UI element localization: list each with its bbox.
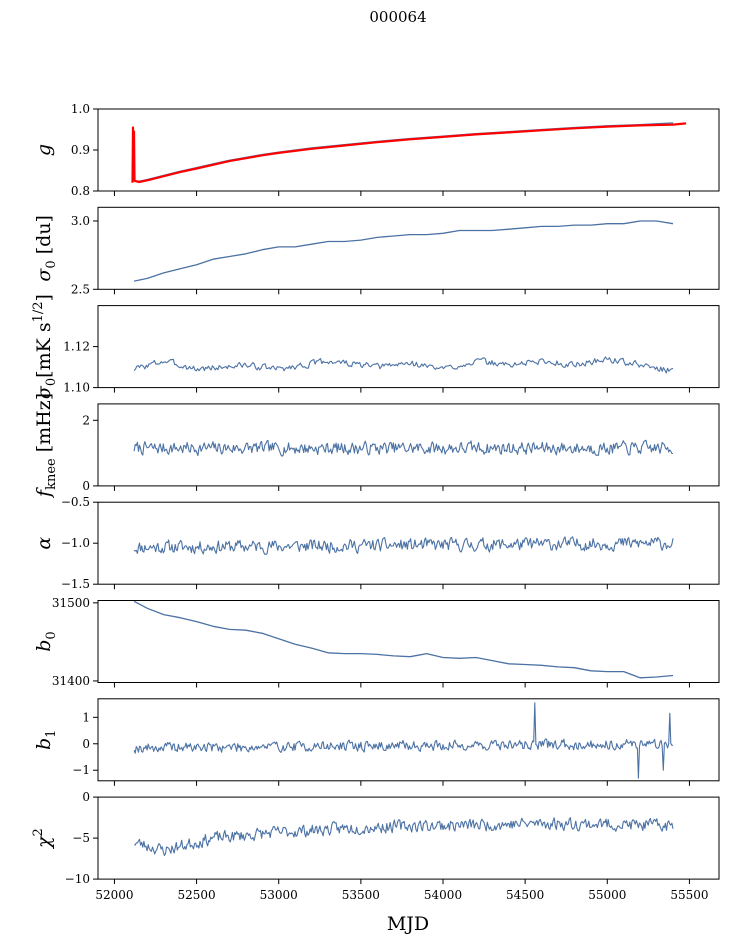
panel-4-ylabel: α bbox=[33, 537, 55, 550]
panel-5-frame bbox=[97, 600, 720, 683]
panel-3-ytick-label-0: 0 bbox=[82, 479, 90, 493]
panel-4-series-0 bbox=[133, 536, 674, 555]
panel-4-ytick-label-1: −1.0 bbox=[61, 536, 90, 550]
panel-3-ytick-label-1: 2 bbox=[82, 413, 90, 427]
panel-2-frame bbox=[97, 305, 720, 389]
panel-1-frame bbox=[97, 206, 720, 290]
panel-6-ytick-label-1: 0 bbox=[82, 737, 90, 751]
panel-7-xtick-label-3: 53500 bbox=[342, 888, 380, 902]
panel-2-series-0 bbox=[133, 356, 674, 374]
panel-2: 1.10 1.12 σ0[mK s1/2] bbox=[31, 294, 720, 399]
panel-0-frame bbox=[97, 108, 720, 192]
panel-2-ylabel: σ0[mK s1/2] bbox=[31, 294, 59, 399]
panel-7: −10 −5 0 52000 52500 53000 53500 54000 54500 5500… bbox=[31, 790, 720, 902]
panel-0-ytick-label-1: 0.9 bbox=[71, 143, 90, 157]
panel-6-ytick-label-0: −1 bbox=[72, 763, 90, 777]
panel-1: 2.5 3.0 σ0 [du] bbox=[33, 206, 720, 296]
panel-7-xtick-label-0: 52000 bbox=[95, 888, 133, 902]
panel-4: −1.5 −1.0 −0.5 α bbox=[33, 495, 720, 591]
panel-7-ytick-label-1: −5 bbox=[72, 831, 90, 845]
panel-5-series-0 bbox=[133, 600, 674, 679]
panel-6-frame bbox=[97, 698, 720, 782]
panel-0-series-0 bbox=[134, 122, 674, 182]
panel-4-ytick-label-2: −0.5 bbox=[61, 495, 90, 509]
panel-0-ytick-label-2: 1.0 bbox=[71, 102, 90, 116]
panel-0-ylabel: g bbox=[33, 144, 55, 156]
panel-7-ylabel: χ2 bbox=[31, 828, 55, 850]
panel-5-ytick-label-0: 31400 bbox=[52, 674, 90, 688]
panel-7-frame bbox=[97, 796, 720, 880]
panel-3: 0 2 fknee [mHz] bbox=[33, 393, 720, 499]
panel-2-ytick-label-1: 1.12 bbox=[63, 340, 90, 354]
panel-5-ytick-label-1: 31500 bbox=[52, 596, 90, 610]
panel-0-ytick-label-0: 0.8 bbox=[71, 184, 90, 198]
figure-title: 000064 bbox=[369, 8, 426, 26]
panel-6: −1 0 1 b1 bbox=[33, 698, 720, 786]
panel-6-series-0 bbox=[133, 702, 674, 779]
panel-1-ytick-label-0: 2.5 bbox=[71, 282, 90, 296]
panel-1-ylabel: σ0 [du] bbox=[33, 215, 59, 282]
panel-5-ylabel: b0 bbox=[33, 631, 59, 651]
panel-0: 0.8 0.9 1.0 g bbox=[33, 102, 720, 198]
panel-0-series-1 bbox=[131, 122, 687, 184]
panel-7-xtick-label-7: 55500 bbox=[670, 888, 708, 902]
panel-1-series-0 bbox=[133, 220, 674, 282]
panel-7-series-0 bbox=[134, 817, 674, 857]
panel-3-frame bbox=[97, 403, 720, 487]
panel-7-ytick-label-2: 0 bbox=[82, 790, 90, 804]
panel-4-ytick-label-0: −1.5 bbox=[61, 577, 90, 591]
panels: 0.8 0.9 1.0 g 2.5 3.0 σ0 [du] 1.10 1.12 σ0[mK s1/… bbox=[31, 102, 720, 902]
panel-6-ytick-label-2: 1 bbox=[82, 710, 90, 724]
panel-7-xtick-label-4: 54000 bbox=[424, 888, 462, 902]
x-axis-label: MJD bbox=[387, 913, 429, 935]
panel-7-xtick-label-2: 53000 bbox=[260, 888, 298, 902]
panel-7-ytick-label-0: −10 bbox=[65, 872, 90, 886]
panel-6-ylabel: b1 bbox=[33, 730, 59, 750]
panel-3-series-0 bbox=[133, 439, 673, 457]
panel-2-ytick-label-0: 1.10 bbox=[63, 381, 90, 395]
panel-3-ylabel: fknee [mHz] bbox=[33, 393, 59, 499]
panel-7-xtick-label-1: 52500 bbox=[177, 888, 215, 902]
panel-7-xtick-label-5: 54500 bbox=[506, 888, 544, 902]
panel-5: 31400 31500 b0 bbox=[33, 596, 720, 688]
panel-1-ytick-label-1: 3.0 bbox=[71, 214, 90, 228]
panel-7-xtick-label-6: 55000 bbox=[588, 888, 626, 902]
